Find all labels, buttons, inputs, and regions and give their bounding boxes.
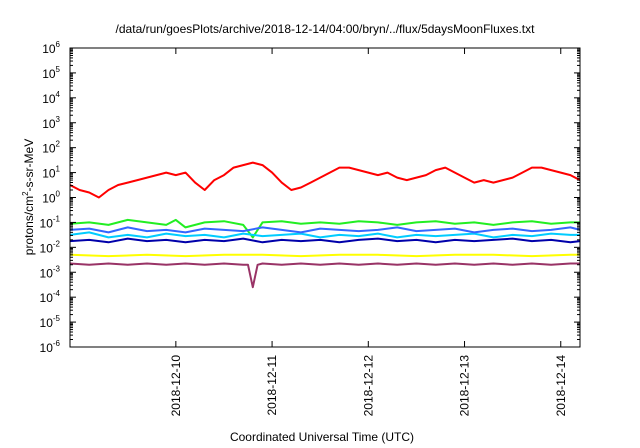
y-tick-label-base: 10 bbox=[40, 341, 54, 355]
y-tick-label-exponent: 6 bbox=[56, 40, 61, 49]
y-tick-label: 10-5 bbox=[40, 314, 61, 330]
y-tick-label-base: 10 bbox=[40, 216, 54, 230]
y-axis-label-suffix: -s-sr-MeV bbox=[22, 139, 36, 192]
y-tick-label-exponent: 1 bbox=[56, 165, 61, 174]
y-tick-label: 10-4 bbox=[40, 289, 61, 305]
x-tick-label: 2018-12-14 bbox=[554, 355, 568, 417]
y-tick-label: 106 bbox=[42, 40, 60, 56]
series-line-5 bbox=[69, 237, 581, 244]
y-tick-label-exponent: -2 bbox=[53, 239, 61, 248]
y-tick-label: 10-3 bbox=[40, 264, 61, 280]
y-tick-label: 103 bbox=[42, 115, 60, 131]
y-tick-label-exponent: -3 bbox=[53, 264, 61, 273]
y-axis-label-prefix: protons/cm bbox=[22, 196, 36, 255]
series-line-4 bbox=[69, 226, 581, 234]
y-tick-label: 10-1 bbox=[40, 214, 61, 230]
x-axis-label: Coordinated Universal Time (UTC) bbox=[230, 430, 414, 444]
y-tick-label-base: 10 bbox=[42, 42, 56, 56]
y-tick-label: 10-6 bbox=[40, 339, 61, 355]
y-axis-label: protons/cm2-s-sr-MeV bbox=[21, 139, 36, 255]
series-line-2 bbox=[69, 218, 580, 239]
y-tick-label-base: 10 bbox=[40, 316, 54, 330]
y-tick-label: 100 bbox=[42, 190, 60, 206]
y-axis-label-superscript: 2 bbox=[21, 191, 30, 196]
x-tick-label: 2018-12-11 bbox=[265, 355, 279, 416]
y-tick-label-base: 10 bbox=[40, 291, 54, 305]
y-tick-label-exponent: 3 bbox=[56, 115, 61, 124]
x-tick-label: 2018-12-13 bbox=[458, 355, 472, 417]
y-tick-label-base: 10 bbox=[42, 192, 56, 206]
series-line-3 bbox=[69, 231, 580, 239]
x-tick-label: 2018-12-12 bbox=[361, 355, 375, 417]
y-tick-label-base: 10 bbox=[42, 142, 56, 156]
y-tick-label-exponent: 4 bbox=[56, 90, 61, 99]
y-tick-label: 105 bbox=[42, 65, 60, 81]
y-tick-label: 102 bbox=[42, 140, 60, 156]
series-line-7 bbox=[69, 262, 580, 289]
y-tick-label-exponent: -5 bbox=[53, 314, 61, 323]
plot-frame bbox=[69, 47, 581, 348]
x-axis-ticks: 2018-12-10 2018-12-11 2018-12-12 2018-12-13… bbox=[169, 48, 568, 416]
y-tick-label: 104 bbox=[42, 90, 60, 106]
y-tick-label-exponent: 2 bbox=[56, 140, 61, 149]
y-tick-label: 10-2 bbox=[40, 239, 61, 255]
y-tick-label-base: 10 bbox=[42, 117, 56, 131]
y-tick-label-exponent: -4 bbox=[53, 289, 61, 298]
y-tick-label-base: 10 bbox=[42, 92, 56, 106]
series-group bbox=[69, 161, 581, 289]
y-tick-label-exponent: 0 bbox=[56, 190, 61, 199]
series-line-1 bbox=[69, 161, 581, 199]
y-tick-label-base: 10 bbox=[40, 266, 54, 280]
x-tick-label: 2018-12-10 bbox=[169, 355, 183, 417]
y-tick-label-base: 10 bbox=[42, 67, 56, 81]
y-tick-label: 101 bbox=[42, 165, 60, 181]
y-axis-ticks: 10-610-510-410-310-210-11001011021031041… bbox=[40, 40, 580, 355]
y-tick-label-exponent: -6 bbox=[53, 339, 61, 348]
y-tick-label-exponent: 5 bbox=[56, 65, 61, 74]
series-line-6 bbox=[69, 253, 580, 258]
y-tick-label-base: 10 bbox=[40, 241, 54, 255]
y-tick-label-base: 10 bbox=[42, 167, 56, 181]
y-tick-label-exponent: -1 bbox=[53, 214, 61, 223]
chart-title: /data/run/goesPlots/archive/2018-12-14/0… bbox=[116, 22, 536, 36]
